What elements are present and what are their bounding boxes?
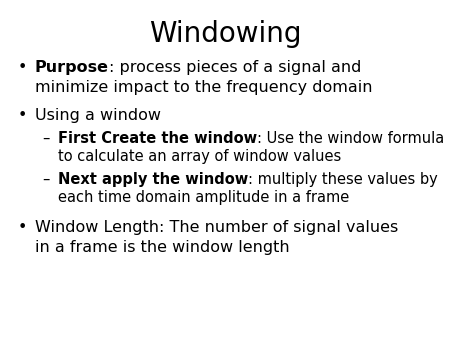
Text: in a frame is the window length: in a frame is the window length (35, 240, 290, 255)
Text: Purpose: Purpose (35, 60, 109, 75)
Text: –: – (42, 131, 50, 146)
Text: •: • (18, 60, 27, 75)
Text: Window Length: The number of signal values: Window Length: The number of signal valu… (35, 220, 398, 235)
Text: Next apply the window: Next apply the window (58, 172, 248, 187)
Text: Using a window: Using a window (35, 108, 161, 123)
Text: –: – (42, 172, 50, 187)
Text: First Create the window: First Create the window (58, 131, 257, 146)
Text: each time domain amplitude in a frame: each time domain amplitude in a frame (58, 190, 349, 205)
Text: •: • (18, 220, 27, 235)
Text: minimize impact to the frequency domain: minimize impact to the frequency domain (35, 80, 373, 95)
Text: : process pieces of a signal and: : process pieces of a signal and (109, 60, 361, 75)
Text: to calculate an array of window values: to calculate an array of window values (58, 149, 341, 164)
Text: •: • (18, 108, 27, 123)
Text: : multiply these values by: : multiply these values by (248, 172, 438, 187)
Text: Windowing: Windowing (149, 20, 301, 48)
Text: : Use the window formula: : Use the window formula (257, 131, 445, 146)
